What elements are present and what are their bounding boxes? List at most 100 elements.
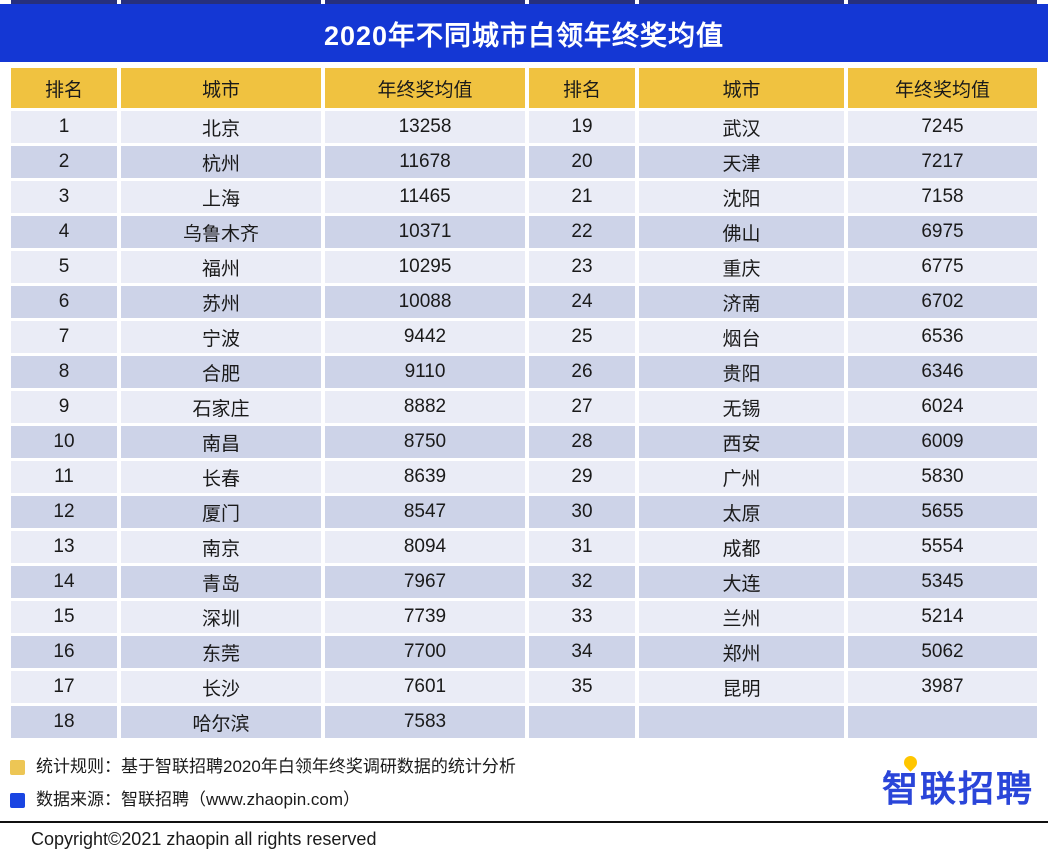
value-cell: 5830 [848,461,1037,493]
rank-cell: 6 [11,286,117,318]
table-row: 2 杭州 11678 20 天津 7217 [11,146,1037,178]
top-border-segment [639,0,844,4]
rank-cell: 18 [11,706,117,738]
city-cell: 昆明 [639,671,844,703]
city-cell: 长沙 [121,671,321,703]
rank-cell: 26 [529,356,635,388]
value-cell: 7601 [325,671,525,703]
value-cell: 9110 [325,356,525,388]
value-cell: 3987 [848,671,1037,703]
top-border-segment [121,0,321,4]
top-border-segment [848,0,1037,4]
city-cell: 烟台 [639,321,844,353]
table-row: 10 南昌 8750 28 西安 6009 [11,426,1037,458]
value-cell: 11465 [325,181,525,213]
rank-cell: 30 [529,496,635,528]
rank-cell: 10 [11,426,117,458]
table-row: 4 乌鲁木齐 10371 22 佛山 6975 [11,216,1037,248]
city-cell: 合肥 [121,356,321,388]
column-header: 年终奖均值 [848,68,1037,108]
column-header: 年终奖均值 [325,68,525,108]
city-cell: 南京 [121,531,321,563]
city-cell: 深圳 [121,601,321,633]
table-row: 3 上海 11465 21 沈阳 7158 [11,181,1037,213]
table-row: 5 福州 10295 23 重庆 6775 [11,251,1037,283]
rank-cell: 17 [11,671,117,703]
city-cell: 长春 [121,461,321,493]
value-cell: 6775 [848,251,1037,283]
rank-cell: 19 [529,111,635,143]
yellow-square-icon [10,759,25,775]
top-border-strip [0,0,1048,4]
value-cell: 7739 [325,601,525,633]
top-border-segment [529,0,635,4]
column-header: 排名 [11,68,117,108]
rank-cell: 35 [529,671,635,703]
rank-cell: 15 [11,601,117,633]
value-cell: 5062 [848,636,1037,668]
rank-cell: 9 [11,391,117,423]
note-text: 统计规则：基于智联招聘2020年白领年终奖调研数据的统计分析 [36,757,516,776]
value-cell: 7967 [325,566,525,598]
rank-cell: 1 [11,111,117,143]
top-border-segment [325,0,525,4]
table-row: 7 宁波 9442 25 烟台 6536 [11,321,1037,353]
rank-cell: 34 [529,636,635,668]
value-cell: 5345 [848,566,1037,598]
value-cell: 7700 [325,636,525,668]
rank-cell: 12 [11,496,117,528]
rank-cell: 7 [11,321,117,353]
column-header: 城市 [121,68,321,108]
bonus-table: 排名 城市 年终奖均值 排名 城市 年终奖均值 1 北京 13258 19 武汉 7245 2 杭州 11… [7,65,1041,741]
city-cell: 郑州 [639,636,844,668]
city-cell: 青岛 [121,566,321,598]
rank-cell: 29 [529,461,635,493]
value-cell: 7158 [848,181,1037,213]
city-cell: 沈阳 [639,181,844,213]
page-title: 2020年不同城市白领年终奖均值 [323,20,725,51]
rank-cell: 27 [529,391,635,423]
top-border-segment [11,0,117,4]
value-cell: 6024 [848,391,1037,423]
table-row: 15 深圳 7739 33 兰州 5214 [11,601,1037,633]
value-cell: 10371 [325,216,525,248]
city-cell: 东莞 [121,636,321,668]
table-row: 11 长春 8639 29 广州 5830 [11,461,1037,493]
value-cell: 5554 [848,531,1037,563]
column-header: 排名 [529,68,635,108]
value-cell: 6009 [848,426,1037,458]
note-stat-rule: 统计规则：基于智联招聘2020年白领年终奖调研数据的统计分析 [10,755,516,779]
value-cell: 6346 [848,356,1037,388]
city-cell: 济南 [639,286,844,318]
rank-cell: 11 [11,461,117,493]
note-text: 数据来源：智联招聘（www.zhaopin.com） [36,790,361,809]
value-cell: 11678 [325,146,525,178]
city-cell: 北京 [121,111,321,143]
rank-cell: 3 [11,181,117,213]
table-header-row: 排名 城市 年终奖均值 排名 城市 年终奖均值 [11,68,1037,108]
city-cell: 佛山 [639,216,844,248]
copyright-text: Copyright©2021 zhaopin all rights reserv… [31,829,377,849]
value-cell [848,706,1037,738]
footer: 统计规则：基于智联招聘2020年白领年终奖调研数据的统计分析 数据来源：智联招聘… [0,753,1048,812]
city-cell: 广州 [639,461,844,493]
city-cell: 兰州 [639,601,844,633]
value-cell: 7583 [325,706,525,738]
rank-cell: 13 [11,531,117,563]
table-row: 12 厦门 8547 30 太原 5655 [11,496,1037,528]
city-cell: 宁波 [121,321,321,353]
table-row: 1 北京 13258 19 武汉 7245 [11,111,1037,143]
city-cell: 厦门 [121,496,321,528]
table-row: 9 石家庄 8882 27 无锡 6024 [11,391,1037,423]
rank-cell: 22 [529,216,635,248]
table-row: 14 青岛 7967 32 大连 5345 [11,566,1037,598]
table-row: 16 东莞 7700 34 郑州 5062 [11,636,1037,668]
city-cell: 无锡 [639,391,844,423]
rank-cell: 33 [529,601,635,633]
rank-cell: 32 [529,566,635,598]
city-cell: 南昌 [121,426,321,458]
note-data-source: 数据来源：智联招聘（www.zhaopin.com） [10,788,516,812]
rank-cell: 24 [529,286,635,318]
value-cell: 8882 [325,391,525,423]
value-cell: 5655 [848,496,1037,528]
